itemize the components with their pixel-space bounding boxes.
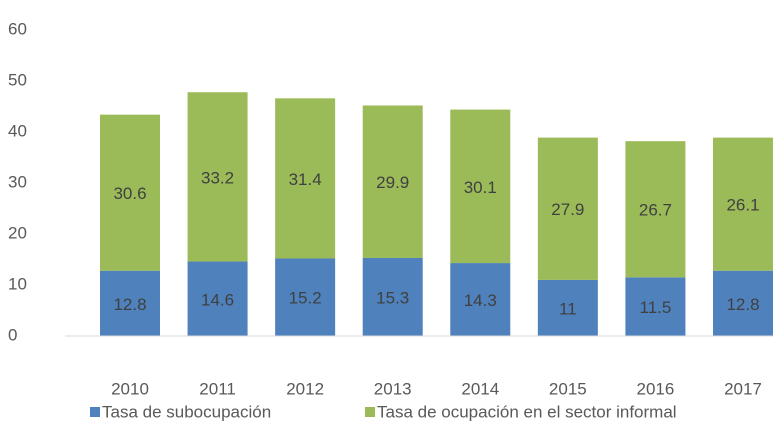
y-tick-label: 40: [8, 121, 27, 140]
bar-segment: [450, 109, 511, 264]
bar-segment: [275, 258, 336, 336]
bar-segment: [625, 141, 686, 278]
data-label: 15.3: [376, 288, 409, 307]
y-tick-label: 60: [8, 19, 27, 38]
x-tick-label: 2010: [111, 379, 149, 398]
data-label: 14.6: [201, 290, 234, 309]
x-tick-label: 2012: [286, 379, 324, 398]
data-label: 33.2: [201, 168, 234, 187]
data-label: 12.8: [113, 295, 146, 314]
bar-segment: [362, 257, 423, 336]
bar-segment: [712, 137, 773, 271]
y-tick-label: 10: [8, 274, 27, 293]
data-label: 27.9: [551, 200, 584, 219]
data-label: 26.7: [639, 201, 672, 220]
bar-segment: [625, 277, 686, 336]
x-tick-label: 2011: [199, 379, 236, 398]
bar-segment: [537, 279, 598, 336]
data-label: 15.2: [289, 289, 322, 308]
x-tick-label: 2015: [549, 379, 587, 398]
data-label: 30.6: [113, 184, 146, 203]
x-tick-label: 2014: [461, 379, 499, 398]
legend-swatch: [90, 407, 100, 417]
bar-segment: [187, 261, 248, 336]
data-label: 29.9: [376, 173, 409, 192]
data-label: 14.3: [464, 291, 497, 310]
data-label: 26.1: [726, 196, 759, 215]
bar-segment: [187, 92, 248, 262]
bar-segment: [100, 270, 160, 336]
y-tick-label: 0: [8, 325, 17, 344]
data-label: 30.1: [464, 178, 497, 197]
x-tick-label: 2017: [724, 379, 762, 398]
bar-segment: [362, 105, 423, 258]
bar-segment: [100, 114, 160, 271]
legend-label: Tasa de ocupación en el sector informal: [377, 402, 677, 421]
data-label: 31.4: [289, 170, 322, 189]
legend-swatch: [365, 407, 375, 417]
y-tick-label: 50: [8, 70, 27, 89]
data-label: 11: [559, 299, 577, 318]
y-tick-label: 30: [8, 172, 27, 191]
x-tick-label: 2016: [637, 379, 675, 398]
bar-segment: [712, 270, 773, 336]
legend-label: Tasa de subocupación: [102, 402, 271, 421]
x-tick-label: 2013: [374, 379, 412, 398]
data-label: 12.8: [726, 295, 759, 314]
data-label: 11.5: [640, 298, 672, 317]
bar-segment: [450, 263, 511, 336]
y-tick-label: 20: [8, 223, 27, 242]
bar-segment: [537, 137, 598, 280]
bar-segment: [275, 98, 336, 259]
